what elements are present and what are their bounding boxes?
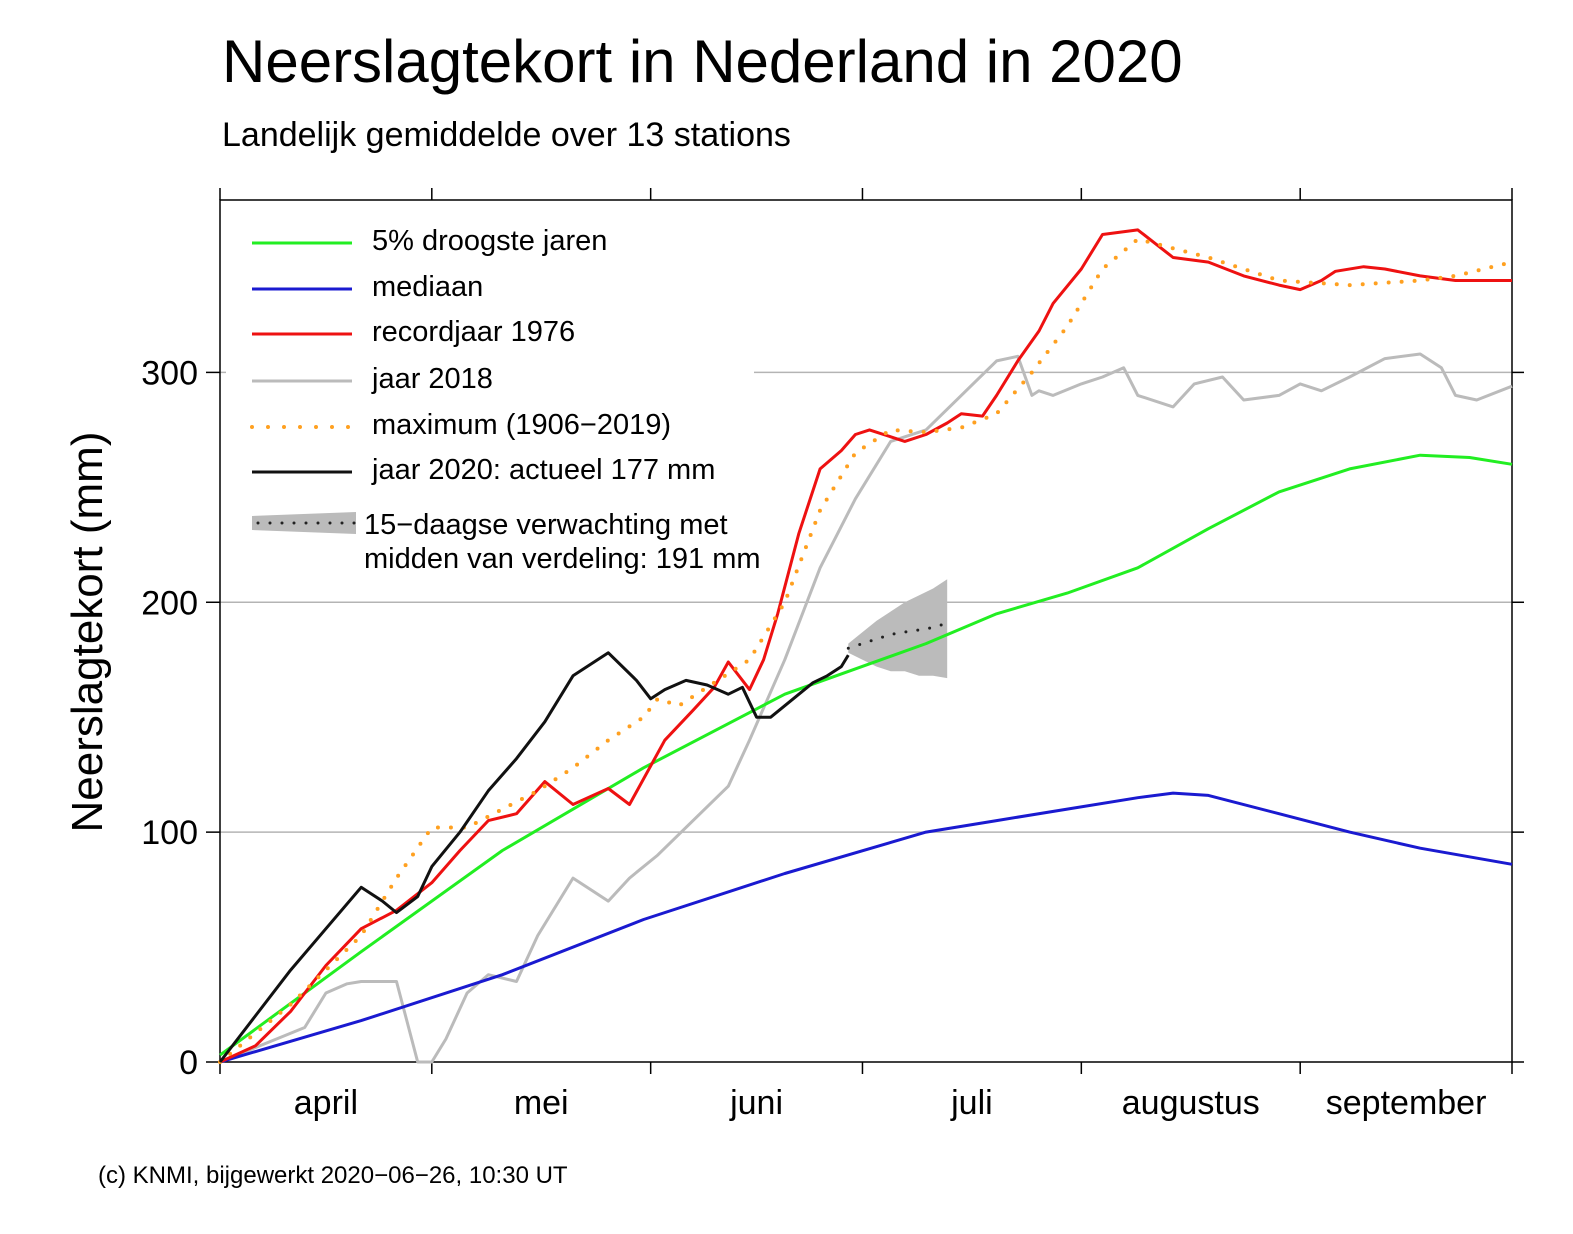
- series-line-jaar: [219, 352, 1513, 1064]
- legend-label: mediaan: [372, 271, 483, 303]
- chart-title: Neerslagtekort in Nederland in 2020: [222, 28, 1183, 95]
- legend: 5% droogste jaren mediaan recordjaar 1976 j…: [250, 225, 761, 575]
- series-line-jaar: [218, 651, 850, 1063]
- y-tick-label: 0: [179, 1044, 198, 1082]
- y-tick-label: 300: [141, 354, 198, 392]
- forecast-band: [846, 579, 949, 679]
- series-lines: [218, 228, 1514, 1064]
- legend-label-line2: midden van verdeling: 191 mm: [364, 543, 761, 575]
- chart-subtitle: Landelijk gemiddelde over 13 stations: [222, 116, 791, 154]
- series-line-mediaan: [219, 791, 1513, 1064]
- legend-label: 5% droogste jaren: [372, 225, 607, 257]
- y-tick-label: 100: [141, 814, 198, 852]
- series-line-recordjaar: [219, 228, 1512, 1064]
- x-tick-label: september: [1326, 1084, 1487, 1122]
- x-tick-label: augustus: [1122, 1084, 1260, 1122]
- x-tick-label: juni: [729, 1084, 783, 1122]
- legend-label: jaar 2018: [371, 363, 493, 395]
- series-line-maximum: [218, 237, 1514, 1064]
- axes: 0 100 200 300 april mei juni juli augustus septem…: [141, 188, 1524, 1122]
- legend-label: maximum (1906−2019): [372, 409, 671, 441]
- forecast-range-band: [848, 579, 948, 679]
- footer-credit: (c) KNMI, bijgewerkt 2020−06−26, 10:30 U…: [98, 1162, 568, 1189]
- legend-swatch-band: [252, 512, 356, 534]
- y-axis-label: Neerslagtekort (mm): [63, 432, 112, 833]
- legend-label: 15−daagse verwachting met: [364, 509, 728, 541]
- plot-frame: [219, 199, 1513, 1063]
- legend-label: recordjaar 1976: [372, 316, 575, 348]
- forecast-median-line: [846, 621, 949, 650]
- legend-label: jaar 2020: actueel 177 mm: [371, 454, 715, 486]
- x-tick-label: juli: [950, 1084, 993, 1122]
- x-tick-label: mei: [514, 1084, 569, 1122]
- x-tick-label: april: [294, 1084, 358, 1122]
- series-line-5: [219, 453, 1513, 1057]
- y-tick-label: 200: [141, 584, 198, 622]
